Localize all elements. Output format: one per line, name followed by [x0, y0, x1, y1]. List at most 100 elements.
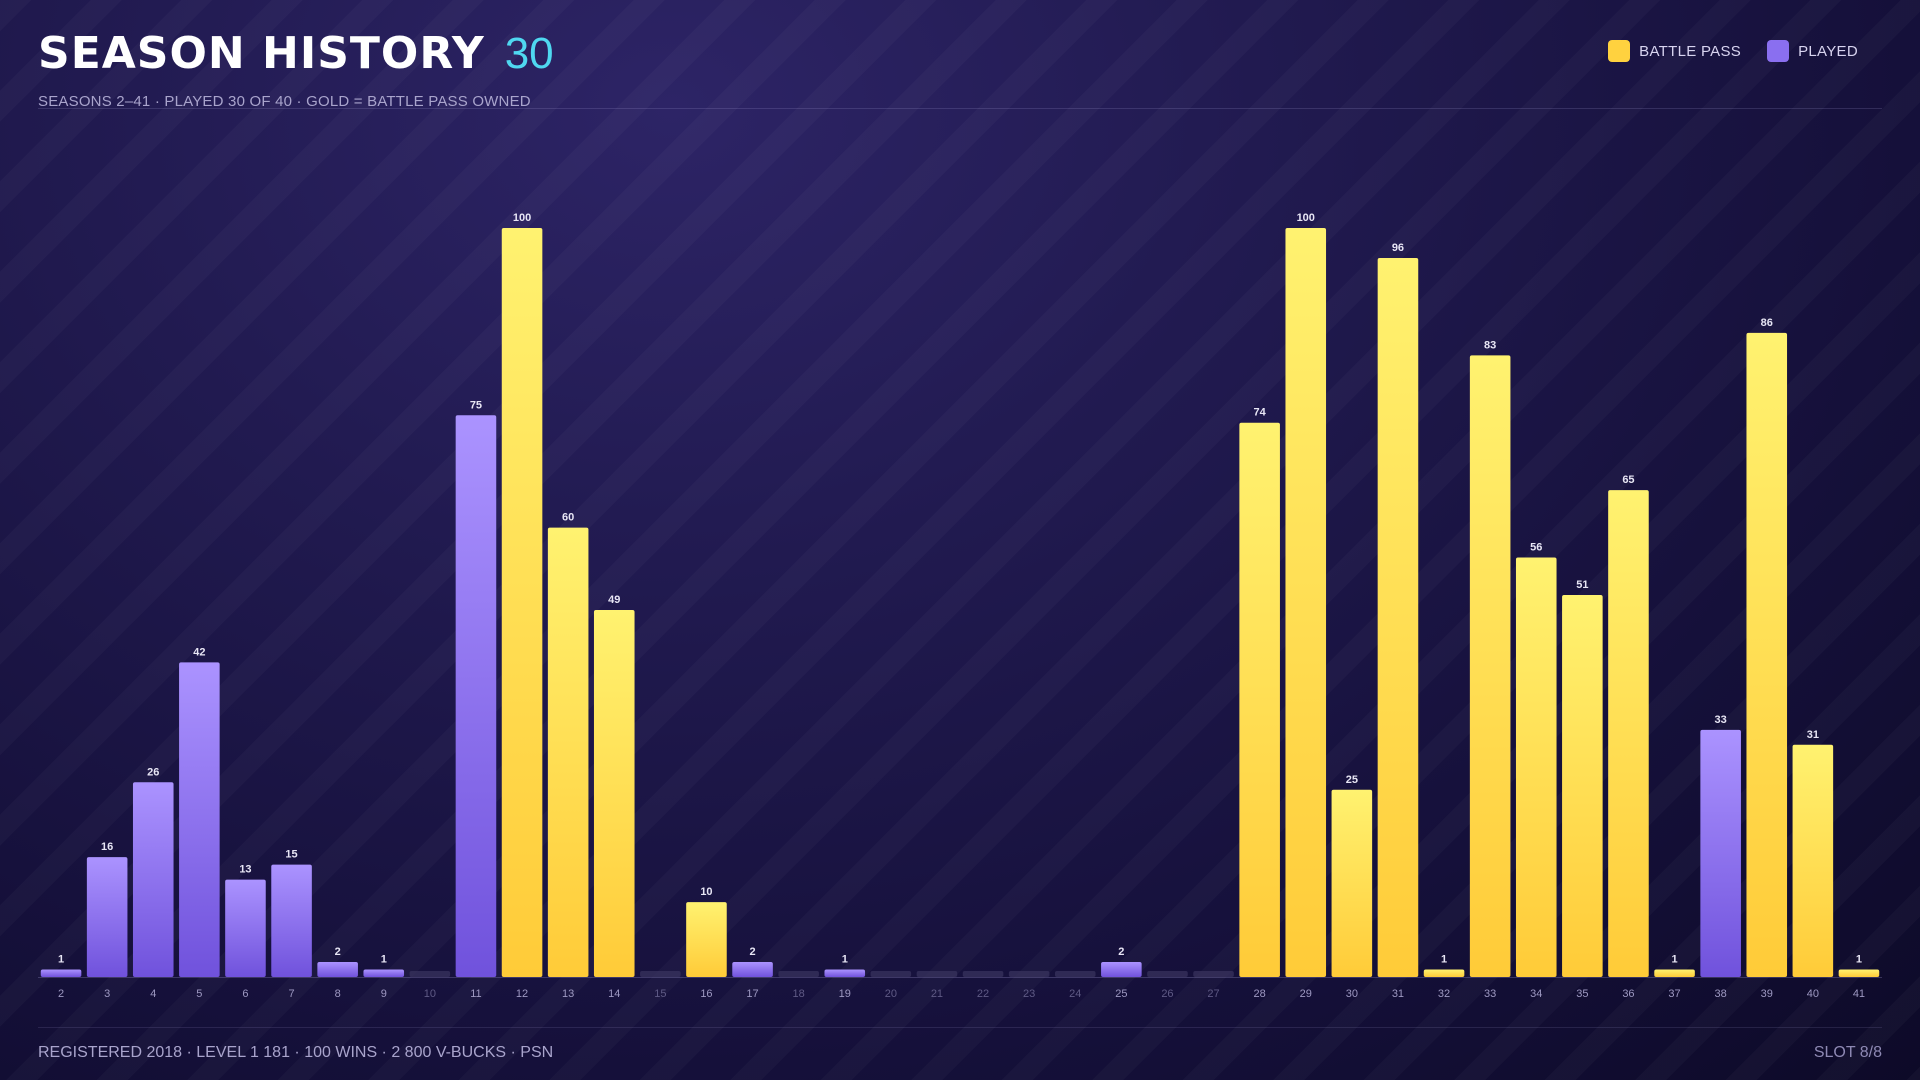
bars-group: 1 16 26 42 13 15 2 1 75 100 60 49 10 2 1 2 74 100 25 96 1 83 5…	[40, 212, 1880, 978]
x-tick-label-41: 41	[1853, 988, 1865, 1000]
bar-value-label-season-3: 16	[101, 841, 113, 853]
bar-season-31	[1377, 257, 1419, 978]
x-tick-label-37: 37	[1668, 988, 1680, 1000]
bar-value-label-season-17: 2	[749, 946, 755, 958]
bar-season-28	[1239, 422, 1280, 977]
bar-season-21	[916, 971, 958, 977]
x-tick-label-36: 36	[1622, 988, 1634, 1000]
bar-season-10	[409, 971, 451, 977]
legend-swatch-played	[1767, 40, 1790, 62]
bar-value-label-season-34: 56	[1530, 542, 1542, 554]
bar-value-label-season-11: 75	[470, 399, 482, 411]
bar-season-17	[732, 962, 773, 977]
footer-account-info: REGISTERED 2018 · LEVEL 1 181 · 100 WINS…	[38, 1044, 554, 1061]
x-tick-label-34: 34	[1530, 988, 1542, 1000]
chart-legend: BATTLE PASS PLAYED	[1582, 40, 1858, 62]
bar-season-32	[1423, 969, 1465, 977]
bar-season-14	[593, 609, 635, 977]
x-tick-label-27: 27	[1207, 988, 1219, 1000]
title-row: SEASON HISTORY 30	[38, 28, 554, 79]
bar-season-25	[1101, 962, 1142, 977]
x-tick-label-16: 16	[700, 988, 712, 1000]
bar-season-20	[870, 971, 912, 977]
bar-value-label-season-6: 13	[239, 864, 251, 876]
bar-value-label-season-39: 86	[1761, 317, 1773, 329]
x-tick-label-35: 35	[1576, 988, 1588, 1000]
x-tick-label-20: 20	[885, 988, 897, 1000]
bar-value-label-season-8: 2	[335, 946, 341, 958]
bar-value-label-season-16: 10	[700, 886, 712, 898]
x-tick-label-2: 2	[58, 988, 64, 1000]
bar-season-8	[317, 962, 358, 977]
x-tick-label-25: 25	[1115, 988, 1127, 1000]
bar-value-label-season-41: 1	[1856, 954, 1862, 966]
bar-season-35	[1562, 595, 1603, 977]
x-tick-label-38: 38	[1715, 988, 1727, 1000]
footer-slot-indicator: SLOT 8/8	[1813, 1044, 1882, 1061]
bar-value-label-season-30: 25	[1346, 774, 1358, 786]
bar-value-label-season-7: 15	[285, 849, 297, 861]
x-tick-label-17: 17	[746, 988, 758, 1000]
x-tick-label-15: 15	[654, 988, 666, 1000]
x-tick-label-9: 9	[381, 988, 387, 1000]
bar-season-38	[1700, 729, 1741, 977]
legend-label-played: PLAYED	[1798, 42, 1858, 60]
bar-value-label-season-38: 33	[1715, 714, 1727, 726]
bar-value-label-season-36: 65	[1622, 474, 1634, 486]
x-tick-label-29: 29	[1300, 988, 1312, 1000]
x-tick-label-14: 14	[608, 988, 620, 1000]
x-tick-label-7: 7	[288, 988, 294, 1000]
bar-season-9	[363, 969, 405, 977]
bar-value-label-season-31: 96	[1392, 242, 1404, 254]
x-axis-ticks: 2 3 4 5 6 7 8 9 10 11 12 13 14 15 16 17 18 19 20 21 22 23 24 25…	[58, 988, 1865, 1000]
legend-item-battle-pass: BATTLE PASS	[1608, 40, 1741, 62]
bar-season-40	[1792, 744, 1834, 977]
chart-subtitle: SEASONS 2–41 · PLAYED 30 OF 40 · GOLD = …	[38, 93, 531, 110]
x-tick-label-21: 21	[931, 988, 943, 1000]
bar-value-label-season-25: 2	[1118, 946, 1124, 958]
bar-season-29	[1285, 228, 1327, 977]
header-divider	[38, 108, 1882, 109]
bar-season-27	[1193, 971, 1234, 977]
bar-season-2	[40, 969, 82, 977]
chart-header: SEASON HISTORY 30 SEASONS 2–41 · PLAYED …	[38, 28, 554, 110]
x-tick-label-32: 32	[1438, 988, 1450, 1000]
footer-divider	[38, 1027, 1882, 1028]
bar-season-33	[1469, 355, 1511, 978]
bar-value-label-season-29: 100	[1297, 212, 1315, 224]
x-tick-label-3: 3	[104, 988, 110, 1000]
x-tick-label-11: 11	[470, 988, 481, 1000]
x-tick-label-8: 8	[335, 988, 341, 1000]
bar-season-12	[501, 228, 543, 977]
bar-value-label-season-12: 100	[513, 212, 531, 224]
x-tick-label-19: 19	[839, 988, 851, 1000]
x-tick-label-13: 13	[562, 988, 574, 1000]
bar-season-22	[962, 971, 1004, 977]
bar-value-label-season-33: 83	[1484, 339, 1496, 351]
bar-season-39	[1746, 332, 1788, 977]
bar-season-5	[179, 662, 220, 977]
x-tick-label-28: 28	[1254, 988, 1266, 1000]
bar-season-18	[778, 971, 819, 977]
x-tick-label-4: 4	[150, 988, 156, 1000]
bar-season-4	[132, 782, 174, 977]
bar-value-label-season-32: 1	[1441, 954, 1447, 966]
x-tick-label-40: 40	[1807, 988, 1819, 1000]
x-tick-label-23: 23	[1023, 988, 1035, 1000]
x-tick-label-33: 33	[1484, 988, 1496, 1000]
bar-value-label-season-14: 49	[608, 594, 620, 606]
bar-season-37	[1654, 969, 1695, 977]
bar-season-13	[547, 527, 589, 977]
legend-swatch-battle-pass	[1608, 40, 1631, 62]
bar-value-label-season-13: 60	[562, 512, 574, 524]
bar-season-34	[1515, 557, 1557, 977]
bar-value-label-season-5: 42	[193, 646, 205, 658]
bar-season-7	[271, 864, 312, 977]
legend-item-played: PLAYED	[1767, 40, 1858, 62]
bar-season-30	[1331, 789, 1373, 977]
bar-season-19	[824, 969, 866, 977]
bar-season-41	[1838, 969, 1880, 977]
bar-value-label-season-4: 26	[147, 766, 159, 778]
bar-season-16	[686, 902, 727, 977]
